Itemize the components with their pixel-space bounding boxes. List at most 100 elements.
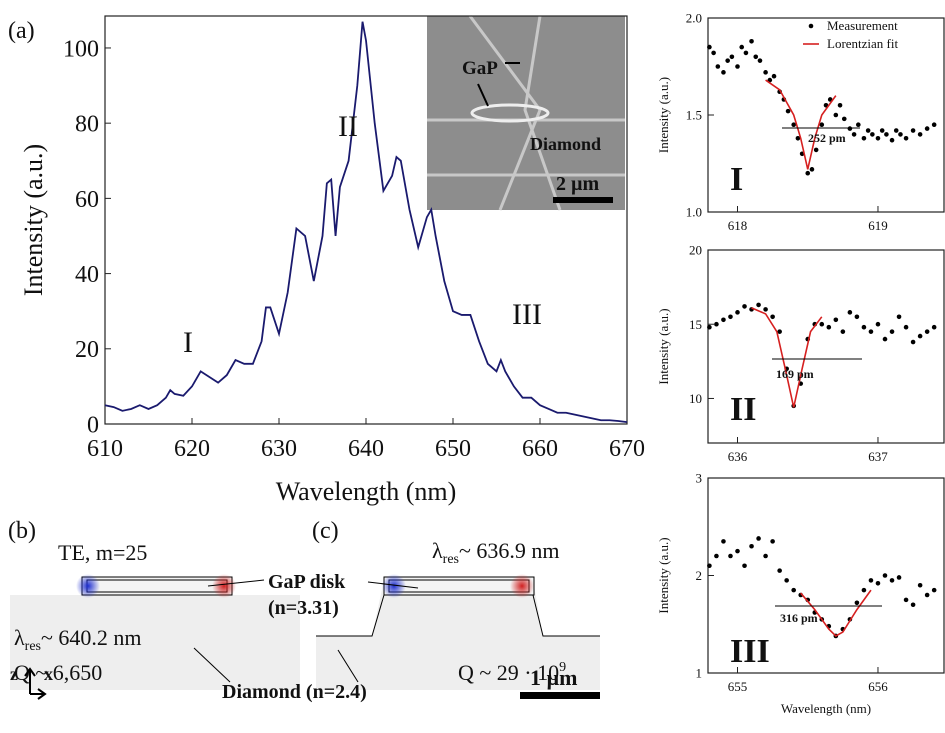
inset-label: Diamond [530, 134, 601, 154]
data-point [911, 602, 916, 607]
annotation: II [338, 110, 358, 143]
scale-bar-label: 1 µm [530, 665, 578, 690]
x-axis-label: Wavelength (nm) [276, 477, 457, 506]
data-point [728, 315, 733, 320]
annotation: III [512, 298, 542, 331]
annotation: 169 pm [776, 367, 814, 381]
data-point [918, 334, 923, 339]
data-point [772, 74, 777, 79]
data-point [814, 148, 819, 153]
x-tick-label: 640 [348, 436, 384, 462]
legend-label: Lorentzian fit [827, 36, 898, 51]
data-point [805, 171, 810, 176]
y-tick-label: 100 [63, 36, 99, 62]
scale-bar [520, 692, 600, 699]
figure: (b) TE, m=25 λres~ 640.2 nm Q ~ 6,650 (c… [0, 0, 945, 733]
text: ~ 636.9 nm [459, 538, 560, 563]
x-axis-label: Wavelength (nm) [781, 701, 871, 716]
data-point [866, 128, 871, 133]
data-point [791, 588, 796, 593]
data-point [735, 549, 740, 554]
data-point [721, 70, 726, 75]
x-tick-label: 618 [728, 218, 748, 233]
data-point [749, 39, 754, 44]
field-lobe [76, 574, 100, 598]
data-point [842, 117, 847, 122]
data-point [838, 103, 843, 108]
data-point [728, 554, 733, 559]
y-tick-label: 20 [75, 337, 99, 363]
data-point [714, 322, 719, 327]
data-point [894, 128, 899, 133]
data-point [932, 325, 937, 330]
data-point [763, 70, 768, 75]
data-point [911, 340, 916, 345]
data-point [770, 539, 775, 544]
y-tick-label: 1.5 [686, 108, 702, 123]
data-point [742, 563, 747, 568]
field-lobe [212, 574, 236, 598]
y-tick-label: 1 [696, 666, 703, 681]
y-tick-label: 2 [696, 568, 703, 583]
data-point [856, 122, 861, 127]
data-point [855, 315, 860, 320]
data-point [904, 136, 909, 141]
data-point [819, 322, 824, 327]
legend-label: Measurement [827, 18, 898, 33]
legend-swatch [809, 24, 814, 29]
annotation: III [730, 633, 770, 670]
symbol: λ [14, 625, 25, 650]
data-point [855, 601, 860, 606]
annotation: 316 pm [780, 611, 818, 625]
disk-index: (n=3.31) [268, 597, 339, 619]
page: (b) TE, m=25 λres~ 640.2 nm Q ~ 6,650 (c… [0, 0, 945, 733]
x-tick-label: 660 [522, 436, 558, 462]
y-tick-label: 20 [689, 243, 702, 258]
data-point [848, 310, 853, 315]
y-axis-label: Intensity (a.u.) [656, 537, 671, 613]
y-tick-label: 15 [689, 317, 702, 332]
x-tick-label: 650 [435, 436, 471, 462]
symbol: λ [432, 538, 443, 563]
y-axis-label: Intensity (a.u.) [656, 308, 671, 384]
data-point [918, 583, 923, 588]
scale-bar [553, 197, 613, 203]
data-point [876, 136, 881, 141]
data-point [827, 325, 832, 330]
annotation: I [730, 161, 743, 198]
data-point [876, 581, 881, 586]
data-point [918, 132, 923, 137]
data-point [869, 329, 874, 334]
series-line [752, 308, 822, 407]
y-tick-label: 2.0 [686, 11, 702, 26]
y-tick-label: 40 [75, 262, 99, 288]
data-point [925, 329, 930, 334]
data-point [890, 578, 895, 583]
annotation: 252 pm [808, 131, 846, 145]
x-tick-label: 670 [609, 436, 645, 462]
y-axis-label: Intensity (a.u.) [19, 144, 48, 296]
data-point [742, 304, 747, 309]
mode-label: TE, m=25 [58, 540, 147, 565]
data-point [834, 317, 839, 322]
y-tick-label: 80 [75, 112, 99, 138]
x-tick-label: 637 [868, 449, 888, 464]
x-tick-label: 655 [728, 679, 748, 694]
data-point [884, 132, 889, 137]
x-tick-label: 656 [868, 679, 888, 694]
data-point [862, 325, 867, 330]
data-point [862, 136, 867, 141]
data-point [758, 58, 763, 63]
y-tick-label: 0 [87, 412, 99, 438]
axis-x: x [44, 664, 53, 684]
x-tick-label: 630 [261, 436, 297, 462]
data-point [870, 132, 875, 137]
data-point [711, 51, 716, 56]
field-lobe [510, 574, 534, 598]
x-tick-label: 620 [174, 436, 210, 462]
y-tick-label: 3 [696, 471, 703, 486]
y-tick-label: 10 [689, 391, 702, 406]
data-point [786, 109, 791, 114]
data-point [707, 563, 712, 568]
data-point [911, 128, 916, 133]
